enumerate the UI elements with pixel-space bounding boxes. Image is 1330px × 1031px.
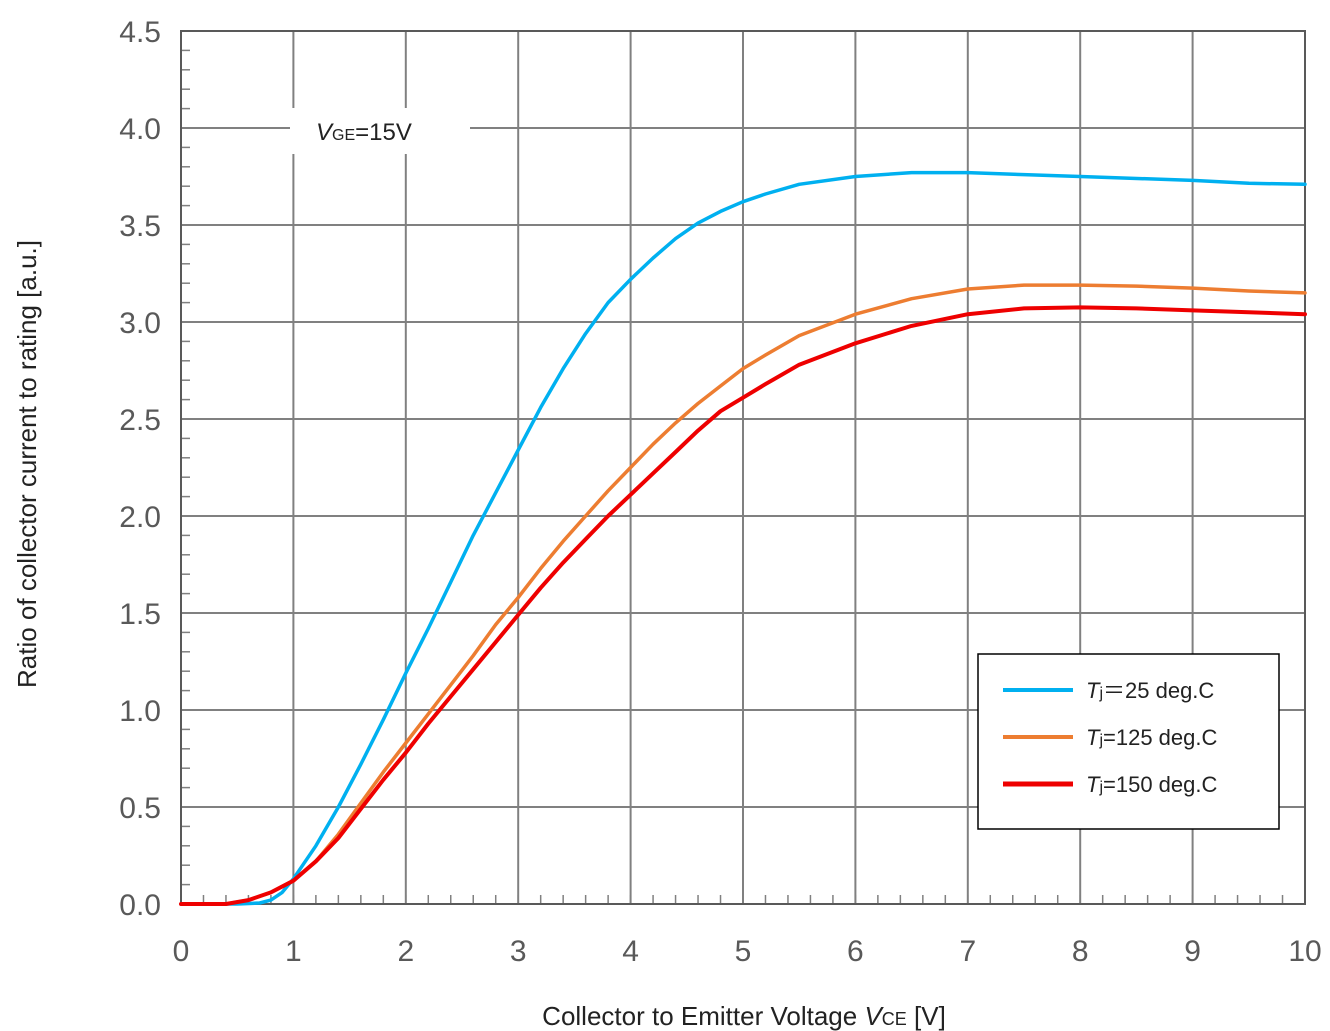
x-tick-label: 1 bbox=[285, 935, 302, 968]
y-tick-label: 0.5 bbox=[119, 792, 161, 825]
legend-label: Tj＝25 deg.C bbox=[1086, 678, 1214, 703]
x-tick-label: 8 bbox=[1072, 935, 1089, 968]
legend-box bbox=[977, 653, 1280, 830]
y-tick-label: 2.0 bbox=[119, 501, 161, 534]
series-line-3 bbox=[179, 305, 1307, 906]
x-tick-labels: 0 1 2 3 4 5 6 7 8 9 10 bbox=[173, 935, 1322, 968]
x-tick-label: 10 bbox=[1288, 935, 1321, 968]
y-axis-label: Ratio of collector current to rating [a.… bbox=[12, 240, 42, 688]
x-tick-label: 6 bbox=[847, 935, 864, 968]
x-tick-label: 4 bbox=[622, 935, 639, 968]
x-tick-label: 2 bbox=[397, 935, 414, 968]
y-tick-label: 0.0 bbox=[119, 889, 161, 922]
series-layer bbox=[179, 170, 1307, 906]
x-tick-label: 7 bbox=[959, 935, 976, 968]
vge-annotation: VGE=15V bbox=[290, 108, 470, 154]
series-line-1 bbox=[179, 170, 1307, 906]
y-tick-label: 4.0 bbox=[119, 113, 161, 146]
x-axis-label: Collector to Emitter Voltage VCE [V] bbox=[542, 1001, 946, 1031]
y-tick-label: 2.5 bbox=[119, 404, 161, 437]
y-tick-label: 1.0 bbox=[119, 695, 161, 728]
legend: Tj＝25 deg.C Tj=125 deg.C Tj=150 deg.C bbox=[977, 653, 1280, 830]
x-tick-label: 5 bbox=[735, 935, 752, 968]
y-tick-label: 3.5 bbox=[119, 210, 161, 243]
y-tick-label: 1.5 bbox=[119, 598, 161, 631]
plot-frame bbox=[180, 30, 1306, 905]
x-tick-label: 3 bbox=[510, 935, 527, 968]
legend-label: Tj=125 deg.C bbox=[1086, 725, 1218, 750]
y-tick-label: 3.0 bbox=[119, 307, 161, 340]
annotation-text: VGE=15V bbox=[316, 119, 412, 146]
legend-label: Tj=150 deg.C bbox=[1086, 772, 1218, 797]
x-tick-label: 0 bbox=[173, 935, 190, 968]
y-tick-label: 4.5 bbox=[119, 16, 161, 49]
y-tick-labels: 0.0 0.5 1.0 1.5 2.0 2.5 3.0 3.5 4.0 4.5 bbox=[119, 16, 161, 922]
series-line-2 bbox=[179, 283, 1307, 906]
x-tick-label: 9 bbox=[1184, 935, 1201, 968]
